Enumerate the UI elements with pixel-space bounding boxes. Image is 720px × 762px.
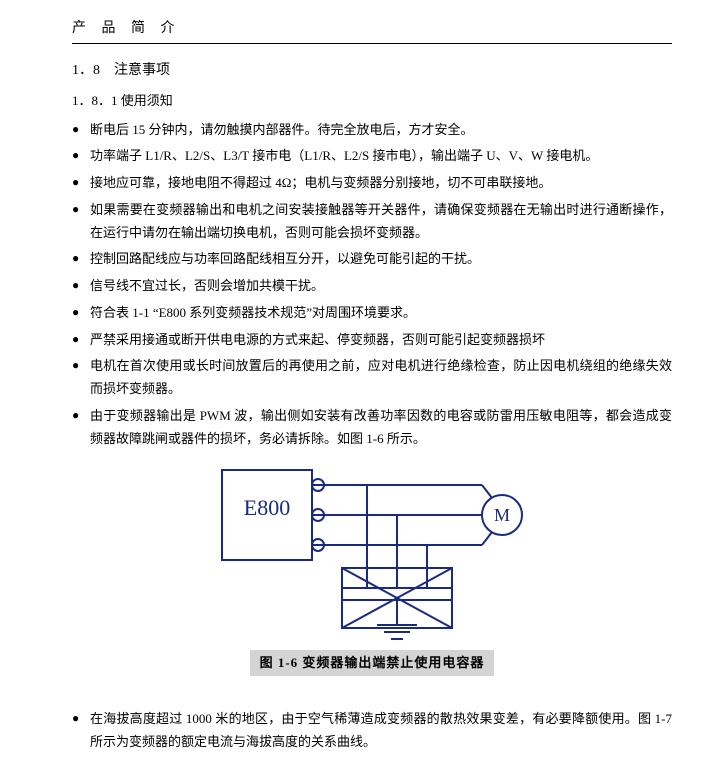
list-item: 电机在首次使用或长时间放置后的再使用之前，应对电机进行绝缘检查，防止因电机绕组的…	[72, 355, 672, 401]
bullet-list-bottom: 在海拔高度超过 1000 米的地区，由于空气稀薄造成变频器的散热效果变差，有必要…	[72, 708, 672, 754]
figure-1-6: E800 M	[72, 460, 672, 676]
page-header: 产 品 简 介	[72, 18, 672, 44]
list-item: 信号线不宜过长，否则会增加共模干扰。	[72, 275, 672, 298]
section-name: 注意事项	[114, 63, 170, 78]
figure-caption: 图 1-6 变频器输出端禁止使用电容器	[250, 650, 495, 676]
box-label: E800	[244, 495, 290, 520]
list-item: 接地应可靠，接地电阻不得超过 4Ω；电机与变频器分别接地，切不可串联接地。	[72, 172, 672, 195]
section-title: 1．8 注意事项	[72, 60, 672, 81]
list-item: 控制回路配线应与功率回路配线相互分开，以避免可能引起的干扰。	[72, 248, 672, 271]
list-item: 如果需要在变频器输出和电机之间安装接触器等开关器件，请确保变频器在无输出时进行通…	[72, 199, 672, 245]
list-item: 严禁采用接通或断开供电电源的方式来起、停变频器，否则可能引起变频器损坏	[72, 329, 672, 352]
list-item: 符合表 1-1 “E800 系列变频器技术规范”对周围环境要求。	[72, 302, 672, 325]
list-item: 断电后 15 分钟内，请勿触摸内部器件。待完全放电后，方才安全。	[72, 119, 672, 142]
subsection-title: 1．8．1 使用须知	[72, 91, 672, 111]
list-item: 由于变频器输出是 PWM 波，输出侧如安装有改善功率因数的电容或防雷用压敏电阻等…	[72, 405, 672, 451]
list-item: 功率端子 L1/R、L2/S、L3/T 接市电（L1/R、L2/S 接市电），输…	[72, 145, 672, 168]
list-item: 在海拔高度超过 1000 米的地区，由于空气稀薄造成变频器的散热效果变差，有必要…	[72, 708, 672, 754]
section-number: 1．8	[72, 63, 100, 78]
motor-label: M	[494, 505, 510, 525]
bullet-list-top: 断电后 15 分钟内，请勿触摸内部器件。待完全放电后，方才安全。 功率端子 L1…	[72, 119, 672, 451]
circuit-diagram: E800 M	[202, 460, 542, 650]
